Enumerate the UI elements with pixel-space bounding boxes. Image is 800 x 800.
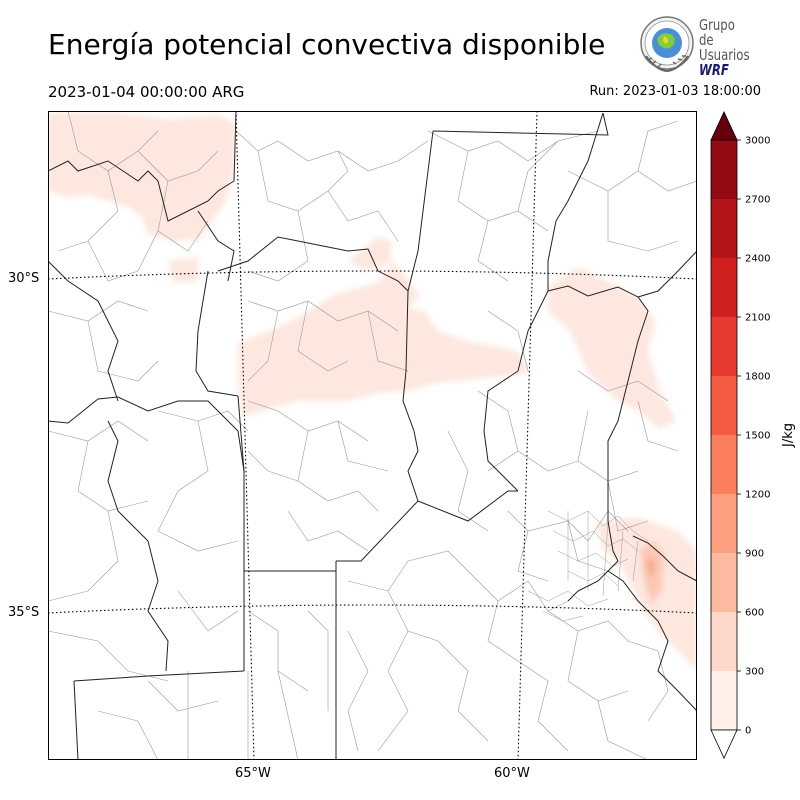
cape-area-east [548, 267, 676, 429]
cape-area-central-band [238, 261, 530, 417]
border-catamarca-tucuman [187, 111, 237, 212]
cape-area-southeast [596, 517, 697, 671]
colorbar-unit-label: J/kg [781, 423, 796, 448]
colorbar-tick-label: 300 [745, 667, 764, 678]
colorbar-segment [711, 612, 737, 671]
map-frame [48, 111, 697, 760]
province-boundaries [48, 111, 697, 760]
lon-label-60w: 60°W [494, 766, 530, 781]
valid-time: 2023-01-04 00:00:00 ARG [48, 83, 245, 101]
border-sanluis-west [48, 396, 245, 671]
colorbar-segment [711, 317, 737, 376]
wrf-users-logo: Grupo de Usuarios WRF [638, 16, 760, 78]
cape-area-north-strip [140, 201, 198, 243]
border-mendoza-lapampa [73, 670, 245, 682]
colorbar-segment [711, 435, 737, 494]
colorbar-under-extension [710, 729, 738, 759]
colorbar-tick-label: 600 [745, 608, 764, 619]
lon-label-65w: 65°W [235, 766, 271, 781]
border-sgo-estero-cordoba [217, 236, 409, 292]
cape-area-southeast-core [646, 557, 656, 577]
colorbar-tick-label: 900 [745, 549, 764, 560]
border-cordoba-sanluis [237, 395, 245, 472]
colorbar-tick-label: 2400 [745, 254, 770, 265]
border-corrientes [547, 112, 604, 291]
cape-field [48, 113, 697, 671]
colorbar-tick-label: 0 [745, 726, 751, 737]
colorbar-segment [711, 671, 737, 730]
logo-line3: WRF [699, 61, 729, 79]
coastline [567, 535, 697, 712]
graticule [48, 111, 697, 760]
meridian-60w [517, 111, 538, 760]
parallel-35s [48, 604, 697, 614]
colorbar-segment [711, 258, 737, 317]
border-cordoba-santafe [336, 290, 419, 562]
border-santafe-north [407, 130, 434, 292]
colorbar: 0 300 600 900 1200 1500 1800 2100 2400 2700 3000 J/… [710, 111, 796, 759]
border-larioja-cordoba [195, 270, 239, 397]
department-boundaries [48, 111, 697, 760]
border-neuquen [73, 680, 79, 760]
border-santafe-ba [417, 490, 518, 522]
logo-line2: Usuarios [699, 46, 750, 64]
border-mendoza-south [107, 420, 169, 672]
colorbar-tick-label: 2700 [745, 195, 770, 206]
lat-label-35s: 35°S [8, 605, 40, 620]
colorbar-over-extension [710, 111, 738, 141]
chart-title: Energía potencial convectiva disponible [48, 28, 606, 61]
colorbar-segment [711, 140, 737, 199]
border-cordoba-north [197, 210, 235, 282]
colorbar-segment [711, 199, 737, 258]
meridian-65w [235, 111, 255, 760]
cape-map [48, 111, 697, 760]
colorbar-tick-label: 1200 [745, 490, 770, 501]
parallel-30s [48, 270, 697, 280]
logo-line1: Grupo de [699, 16, 735, 49]
colorbar-tick-label: 2100 [745, 313, 770, 324]
border-catamarca-west [48, 160, 189, 222]
logo-text: Grupo de Usuarios WRF [699, 18, 750, 78]
cape-area-blob-west [168, 257, 198, 283]
lat-label-30s: 30°S [8, 271, 40, 286]
border-entrerios-east [547, 285, 649, 552]
globe-emblem-icon [640, 16, 694, 73]
colorbar-tick-label: 1800 [745, 372, 770, 383]
colorbar-tick-label: 3000 [745, 136, 770, 147]
colorbar-segment [711, 376, 737, 435]
colorbar-tick-label: 1500 [745, 431, 770, 442]
run-time: Run: 2023-01-03 18:00:00 [589, 84, 761, 99]
colorbar-segment [711, 494, 737, 553]
border-misiones [637, 250, 697, 298]
buenos-aires-partidos [527, 510, 649, 622]
border-entrerios [483, 290, 549, 492]
border-chaco-santafe [432, 112, 609, 136]
colorbar-segment [711, 553, 737, 612]
border-mendoza-west [48, 260, 119, 402]
